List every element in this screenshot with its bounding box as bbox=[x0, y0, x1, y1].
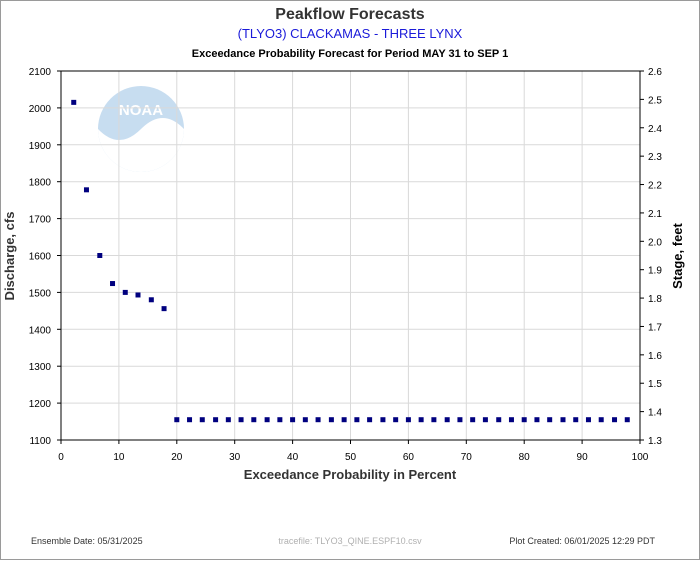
data-point bbox=[457, 417, 463, 423]
y-tick-label: 2100 bbox=[29, 67, 52, 78]
y2-tick-label: 2.6 bbox=[648, 67, 662, 78]
y-tick-label: 1500 bbox=[29, 288, 52, 299]
y-tick-label: 1100 bbox=[29, 436, 51, 447]
data-point bbox=[97, 253, 103, 258]
data-point bbox=[71, 99, 77, 105]
x-axis: 0 10 20 30 40 50 60 70 80 90 100 bbox=[58, 440, 649, 463]
x-tick-label: 100 bbox=[632, 452, 649, 463]
data-point bbox=[315, 417, 321, 423]
data-point bbox=[148, 297, 154, 303]
y2-axis-label: Stage, feet bbox=[670, 222, 685, 288]
data-point bbox=[122, 289, 128, 295]
data-point bbox=[328, 417, 334, 423]
chart-subtitle: (TLYO3) CLACKAMAS - THREE LYNX bbox=[238, 26, 463, 41]
y-tick-label: 1700 bbox=[29, 215, 52, 226]
data-point bbox=[290, 417, 296, 423]
data-point bbox=[482, 417, 488, 423]
data-point bbox=[277, 417, 283, 423]
data-point bbox=[367, 417, 373, 423]
y2-tick-label: 1.4 bbox=[648, 408, 662, 419]
chart-title: Peakflow Forecasts bbox=[275, 6, 425, 23]
data-point bbox=[110, 281, 116, 287]
y2-tick-label: 1.6 bbox=[648, 351, 662, 362]
data-point bbox=[302, 417, 308, 423]
data-point bbox=[264, 417, 270, 423]
x-tick-label: 40 bbox=[287, 452, 299, 463]
y-tick-label: 1300 bbox=[29, 362, 52, 373]
data-point bbox=[187, 417, 193, 423]
data-point bbox=[444, 417, 450, 423]
y2-tick-label: 2.2 bbox=[648, 181, 662, 192]
data-point bbox=[83, 187, 89, 193]
data-point bbox=[573, 417, 579, 423]
y2-tick-label: 2.3 bbox=[648, 152, 662, 163]
y-tick-label: 1400 bbox=[29, 325, 52, 336]
chart-period: Exceedance Probability Forecast for Peri… bbox=[192, 48, 508, 60]
plot-created: Plot Created: 06/01/2025 12:29 PDT bbox=[509, 536, 655, 546]
tracefile: tracefile: TLYO3_QINE.ESPF10.csv bbox=[278, 536, 422, 546]
data-point bbox=[213, 417, 219, 423]
data-point bbox=[341, 417, 347, 423]
y-axis-left: 1100 1200 1300 1400 1500 1600 1700 1800 1900 2000… bbox=[29, 67, 61, 447]
data-point bbox=[624, 417, 630, 423]
data-point bbox=[199, 417, 205, 423]
y2-tick-label: 1.5 bbox=[648, 379, 662, 390]
data-point bbox=[418, 417, 424, 423]
y-tick-label: 1600 bbox=[29, 252, 52, 263]
data-point bbox=[174, 417, 180, 423]
data-point bbox=[238, 417, 244, 423]
y2-tick-label: 1.7 bbox=[648, 322, 662, 333]
x-tick-label: 30 bbox=[229, 452, 241, 463]
data-point bbox=[585, 417, 591, 423]
x-axis-label: Exceedance Probability in Percent bbox=[244, 467, 457, 482]
x-tick-label: 70 bbox=[461, 452, 473, 463]
data-point bbox=[393, 417, 399, 423]
data-point bbox=[598, 417, 604, 423]
x-tick-label: 10 bbox=[113, 452, 125, 463]
x-tick-label: 60 bbox=[403, 452, 415, 463]
y2-tick-label: 1.3 bbox=[648, 436, 662, 447]
ensemble-date: Ensemble Date: 05/31/2025 bbox=[31, 536, 143, 546]
data-point bbox=[225, 417, 231, 423]
y2-tick-label: 2.5 bbox=[648, 95, 662, 106]
y-axis-label: Discharge, cfs bbox=[2, 212, 17, 301]
x-tick-label: 0 bbox=[58, 452, 64, 463]
grid bbox=[61, 71, 640, 440]
data-point bbox=[521, 417, 527, 423]
y-tick-label: 2000 bbox=[29, 104, 52, 115]
data-point bbox=[560, 417, 566, 423]
x-tick-label: 20 bbox=[171, 452, 183, 463]
data-points bbox=[71, 99, 630, 423]
y2-tick-label: 2.0 bbox=[648, 237, 662, 248]
x-tick-label: 90 bbox=[577, 452, 589, 463]
y-tick-label: 1900 bbox=[29, 141, 52, 152]
data-point bbox=[508, 417, 514, 423]
noaa-logo-text: NOAA bbox=[119, 102, 163, 119]
data-point bbox=[431, 417, 437, 423]
data-point bbox=[534, 417, 540, 423]
y2-tick-label: 1.9 bbox=[648, 266, 662, 277]
y2-tick-label: 1.8 bbox=[648, 294, 662, 305]
data-point bbox=[354, 417, 360, 423]
data-point bbox=[135, 292, 141, 298]
data-point bbox=[251, 417, 257, 423]
y-tick-label: 1200 bbox=[29, 399, 52, 410]
data-point bbox=[470, 417, 476, 423]
y2-tick-label: 2.1 bbox=[648, 209, 662, 220]
data-point bbox=[161, 306, 167, 312]
data-point bbox=[496, 417, 502, 423]
x-tick-label: 80 bbox=[519, 452, 531, 463]
y-tick-label: 1800 bbox=[29, 178, 52, 189]
data-point bbox=[612, 417, 618, 423]
noaa-logo: NOAA bbox=[98, 86, 184, 172]
data-point bbox=[547, 417, 553, 423]
y2-tick-label: 2.4 bbox=[648, 124, 662, 135]
y-axis-right: 1.3 1.4 1.5 1.6 1.7 1.8 1.9 2.0 2.1 2.2 2.3 2.4 2.5 2… bbox=[640, 67, 662, 447]
x-tick-label: 50 bbox=[345, 452, 357, 463]
data-point bbox=[405, 417, 411, 423]
data-point bbox=[380, 417, 386, 423]
